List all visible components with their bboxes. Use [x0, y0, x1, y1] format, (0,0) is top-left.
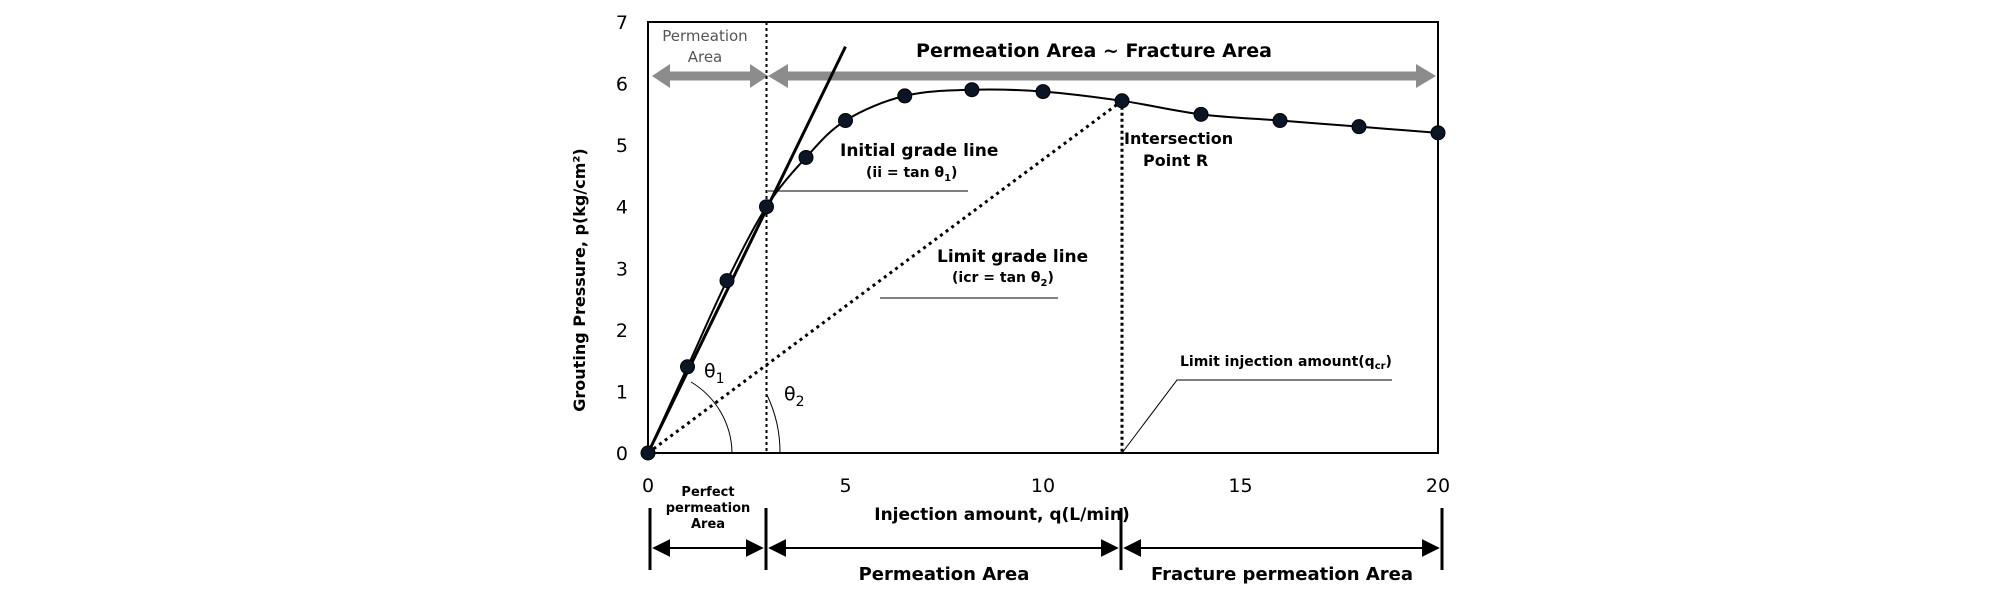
- top-left-region-label-2: Area: [688, 48, 723, 66]
- intersection-label-1: Intersection: [1124, 129, 1233, 148]
- y-tick-label: 3: [616, 258, 628, 280]
- data-point: [1114, 93, 1130, 109]
- y-tick-label: 0: [616, 443, 628, 465]
- x-tick-labels: 0 5 10 15 20: [642, 475, 1450, 497]
- plot-frame: [647, 21, 1439, 454]
- top-left-region-arrow: [652, 64, 768, 88]
- data-point: [759, 199, 774, 215]
- data-point: [1272, 113, 1288, 129]
- limit-grade-formula: (icr = tan θ2): [952, 270, 1054, 289]
- bottom-perfect-label-1: Perfect: [681, 485, 734, 500]
- intersection-label-2: Point R: [1143, 151, 1208, 170]
- x-tick-label: 0: [642, 475, 654, 497]
- limit-grade-line: [647, 99, 1123, 455]
- data-point: [1193, 106, 1209, 122]
- initial-grade-formula: (ii = tan θ1): [866, 165, 957, 184]
- bottom-perfect-label-2: permeation: [666, 501, 751, 516]
- data-point: [680, 359, 695, 375]
- initial-grade-line: [646, 45, 847, 454]
- bottom-region-arrows: [648, 508, 1444, 570]
- top-right-region-arrow: [768, 64, 1436, 88]
- y-tick-label: 2: [616, 320, 628, 342]
- data-point: [719, 273, 735, 289]
- bottom-permeation-label: Permeation Area: [859, 564, 1030, 585]
- limit-injection-label: Limit injection amount(qcr): [1180, 354, 1392, 372]
- bottom-fracture-label: Fracture permeation Area: [1151, 564, 1413, 585]
- y-tick-labels: 0 1 2 3 4 5 6 7: [616, 12, 628, 465]
- data-point: [1430, 125, 1446, 141]
- x-tick-label: 20: [1426, 475, 1450, 497]
- y-tick-label: 5: [616, 135, 628, 157]
- y-tick-label: 6: [616, 74, 628, 96]
- y-tick-label: 4: [616, 197, 628, 219]
- data-point: [1035, 84, 1051, 100]
- data-point: [964, 82, 980, 98]
- x-tick-label: 15: [1228, 475, 1252, 497]
- y-tick-label: 1: [616, 381, 628, 403]
- y-axis-label: Grouting Pressure, p(kg/cm²): [570, 148, 589, 411]
- theta1-arc: [690, 381, 733, 454]
- data-points: [640, 82, 1446, 461]
- theta2-arc: [766, 394, 781, 454]
- y-tick-label: 7: [616, 12, 628, 34]
- x-tick-label: 10: [1031, 475, 1055, 497]
- x-axis-label: Injection amount, q(L/min): [874, 505, 1129, 525]
- data-point: [897, 88, 913, 104]
- theta1-label: θ1: [704, 360, 725, 387]
- bottom-perfect-label-3: Area: [691, 517, 725, 532]
- limit-grade-title: Limit grade line: [937, 247, 1088, 267]
- data-point: [1351, 119, 1367, 135]
- top-left-region-label-1: Permeation: [662, 27, 747, 45]
- reference-lines: [646, 22, 1124, 455]
- data-point: [640, 445, 656, 461]
- data-point: [798, 149, 814, 165]
- top-right-region-label: Permeation Area ~ Fracture Area: [916, 40, 1272, 62]
- data-point: [838, 113, 853, 129]
- limit-injection-leader: [1121, 379, 1392, 454]
- x-tick-label: 5: [839, 475, 851, 497]
- initial-grade-title: Initial grade line: [840, 141, 998, 161]
- theta2-label: θ2: [784, 383, 805, 410]
